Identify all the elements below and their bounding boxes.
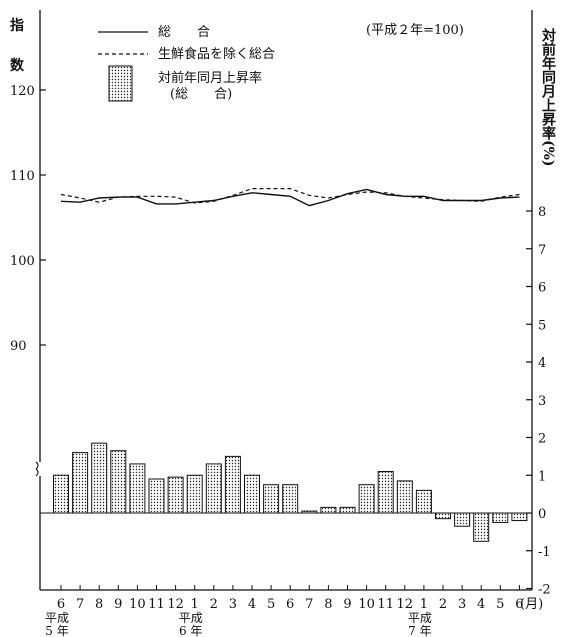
right-tick-label: 0 [538, 507, 546, 522]
legend-label-0: 総 合 [158, 25, 210, 40]
year-label-line2: 7 年 [408, 624, 431, 637]
x-tick-label: 7 [76, 597, 84, 612]
bar [53, 474, 69, 514]
x-tick-label: 8 [324, 597, 332, 612]
left-tick-label: 90 [10, 339, 27, 354]
bar [435, 512, 451, 520]
bar [263, 484, 280, 514]
bar [492, 512, 509, 523]
left-tick-label: 120 [10, 84, 35, 99]
legend-label-2: 対前年同月上昇率 [158, 70, 262, 86]
x-tick-label: 12 [397, 597, 414, 612]
bars [53, 442, 528, 542]
right-tick-label: 4 [538, 356, 546, 371]
x-tick-label: 6 [286, 597, 294, 612]
left-axis-label-2: 数 [10, 57, 25, 74]
bar [129, 463, 146, 514]
bar [167, 476, 184, 514]
x-tick-label: 5 [496, 597, 504, 612]
bar [339, 506, 356, 514]
x-tick-label: 3 [458, 597, 466, 612]
bar [186, 474, 203, 514]
right-tick-label: 1 [538, 469, 546, 484]
legend-bar-swatch [108, 65, 133, 102]
x-unit-label: (月) [520, 597, 543, 612]
right-tick-label: 7 [538, 243, 546, 258]
right-tick-label: 8 [538, 205, 546, 220]
right-axis-label: 対前年同月上昇率(%) [540, 27, 557, 166]
left-axis-label-1: 指 [10, 17, 24, 34]
bar [473, 512, 490, 542]
x-tick-label: 2 [210, 597, 218, 612]
bar [396, 480, 413, 514]
x-tick-label: 11 [148, 597, 165, 612]
bar [224, 455, 241, 514]
x-tick-label: 8 [95, 597, 103, 612]
lines [60, 188, 520, 207]
x-tick-label: 9 [114, 597, 122, 612]
bar [282, 484, 299, 514]
x-tick-label: 12 [167, 597, 184, 612]
bar [320, 506, 337, 514]
right-tick-label: 2 [538, 432, 546, 447]
left-ticks: 120 110 100 90 [10, 84, 46, 354]
bar [301, 510, 318, 514]
x-tick-label: 4 [477, 597, 485, 612]
bar [205, 463, 222, 514]
x-tick-label: 6 [515, 597, 523, 612]
legend: 総 合 生鮮食品を除く総合 対前年同月上昇率 (総 合) [98, 25, 275, 102]
right-tick-label: -2 [538, 583, 551, 598]
x-tick-label: 9 [343, 597, 351, 612]
year-label-line2: 5 年 [45, 624, 68, 637]
year-label-line1: 平成 [45, 611, 69, 625]
bar [244, 474, 260, 514]
year-label-line2: 6 年 [179, 624, 202, 637]
x-tick-label: 6 [57, 597, 65, 612]
year-label-line1: 平成 [408, 611, 432, 625]
left-tick-label: 110 [10, 169, 35, 184]
bar [415, 489, 432, 514]
x-tick-label: 1 [191, 597, 199, 612]
right-tick-label: 3 [538, 394, 546, 409]
right-tick-label: 6 [538, 281, 546, 296]
right-ticks: 8 7 6 5 4 3 2 1 0 -1 -2 [526, 205, 551, 598]
legend-label-1: 生鮮食品を除く総合 [158, 46, 275, 62]
bar [148, 478, 165, 514]
x-tick-label: 3 [229, 597, 237, 612]
x-tick-label: 1 [420, 597, 428, 612]
axis-break-mark [35, 461, 39, 477]
bar [358, 484, 375, 514]
bar [72, 452, 89, 514]
x-tick-label: 11 [377, 597, 394, 612]
bar [454, 512, 471, 527]
right-tick-label: -1 [538, 545, 551, 560]
x-tick-label: 10 [129, 597, 146, 612]
x-tick-label: 4 [248, 597, 256, 612]
bar [377, 470, 394, 514]
right-tick-label: 5 [538, 318, 546, 333]
x-ticks: 6 7 8 9 10 11 12 1 2 3 4 5 6 7 8 9 10 11 12 1 2 3 4 5 6 [57, 585, 524, 612]
year-label-line1: 平成 [179, 611, 203, 625]
x-tick-label: 10 [358, 597, 375, 612]
line-excl-fresh-food [60, 188, 520, 204]
bar [511, 512, 528, 522]
bar [91, 442, 108, 514]
bar [110, 450, 127, 514]
left-tick-label: 100 [10, 254, 35, 269]
x-tick-label: 5 [267, 597, 275, 612]
legend-label-2b: (総 合) [170, 87, 232, 102]
x-tick-label: 2 [439, 597, 447, 612]
chart-note: (平成２年=100) [366, 23, 464, 38]
line-overall [60, 188, 520, 207]
x-tick-label: 7 [305, 597, 313, 612]
